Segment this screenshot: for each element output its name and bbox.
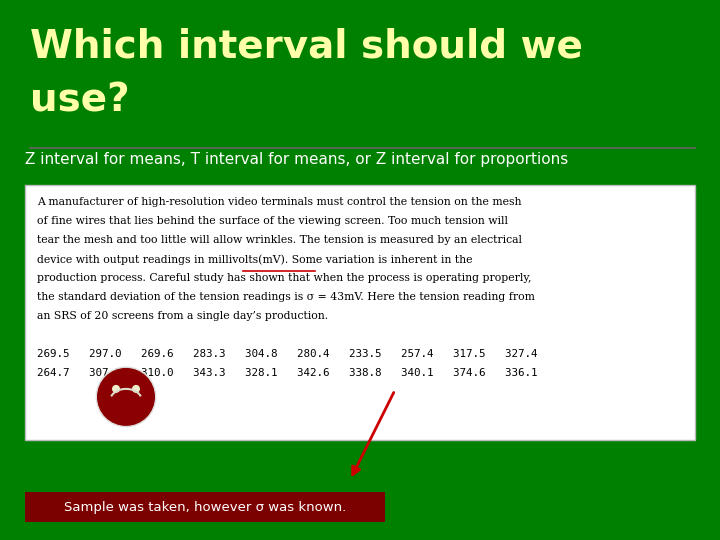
Text: Z interval for means, T interval for means, or Z interval for proportions: Z interval for means, T interval for mea… <box>25 152 568 167</box>
Text: an SRS of 20 screens from a single day’s production.: an SRS of 20 screens from a single day’s… <box>37 311 328 321</box>
Text: of fine wires that lies behind the surface of the viewing screen. Too much tensi: of fine wires that lies behind the surfa… <box>37 216 508 226</box>
Text: tear the mesh and too little will allow wrinkles. The tension is measured by an : tear the mesh and too little will allow … <box>37 235 522 245</box>
Circle shape <box>112 385 120 393</box>
Text: Sample was taken, however σ was known.: Sample was taken, however σ was known. <box>64 501 346 514</box>
Text: device with output readings in millivolts(mV). Some variation is inherent in the: device with output readings in millivolt… <box>37 254 472 265</box>
FancyBboxPatch shape <box>25 492 385 522</box>
Text: use?: use? <box>30 82 130 120</box>
Circle shape <box>96 367 156 427</box>
FancyBboxPatch shape <box>25 185 695 440</box>
Text: the standard deviation of the tension readings is σ = 43mV. Here the tension rea: the standard deviation of the tension re… <box>37 292 535 302</box>
Text: Which interval should we: Which interval should we <box>30 28 583 66</box>
Text: A manufacturer of high-resolution video terminals must control the tension on th: A manufacturer of high-resolution video … <box>37 197 521 207</box>
Text: 269.5   297.0   269.6   283.3   304.8   280.4   233.5   257.4   317.5   327.4: 269.5 297.0 269.6 283.3 304.8 280.4 233.… <box>37 349 538 359</box>
Text: 264.7   307.7   310.0   343.3   328.1   342.6   338.8   340.1   374.6   336.1: 264.7 307.7 310.0 343.3 328.1 342.6 338.… <box>37 368 538 378</box>
Text: production process. Careful study has shown that when the process is operating p: production process. Careful study has sh… <box>37 273 531 283</box>
Circle shape <box>132 385 140 393</box>
